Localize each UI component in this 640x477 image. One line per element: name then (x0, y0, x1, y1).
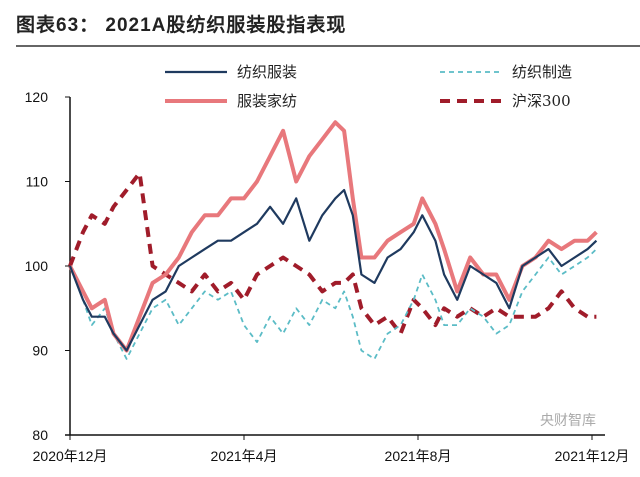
y-tick-label: 120 (25, 89, 49, 105)
chart-title: 图表63： 2021A股纺织服装股指表现 (16, 15, 347, 36)
x-tick-label: 2021年8月 (385, 448, 452, 464)
title-divider (16, 45, 640, 47)
y-tick-label: 90 (32, 343, 48, 359)
x-tick-label: 2021年12月 (555, 448, 630, 464)
series-line-1 (68, 120, 598, 353)
series-line-0 (68, 188, 598, 352)
x-tick-label: 2020年12月 (33, 448, 108, 464)
y-tick-label: 80 (32, 427, 48, 443)
legend-label: 沪深300 (512, 92, 571, 110)
series-line-3 (68, 171, 597, 336)
x-tick-label: 2021年4月 (211, 448, 278, 464)
series-line-2 (69, 248, 598, 360)
y-tick-label: 100 (25, 258, 49, 274)
legend-label: 纺织服装 (237, 63, 297, 81)
watermark: 央财智库 (540, 412, 596, 428)
y-tick-label: 110 (26, 174, 49, 190)
legend-label: 纺织制造 (512, 63, 572, 81)
legend-label: 服装家纺 (237, 92, 297, 110)
